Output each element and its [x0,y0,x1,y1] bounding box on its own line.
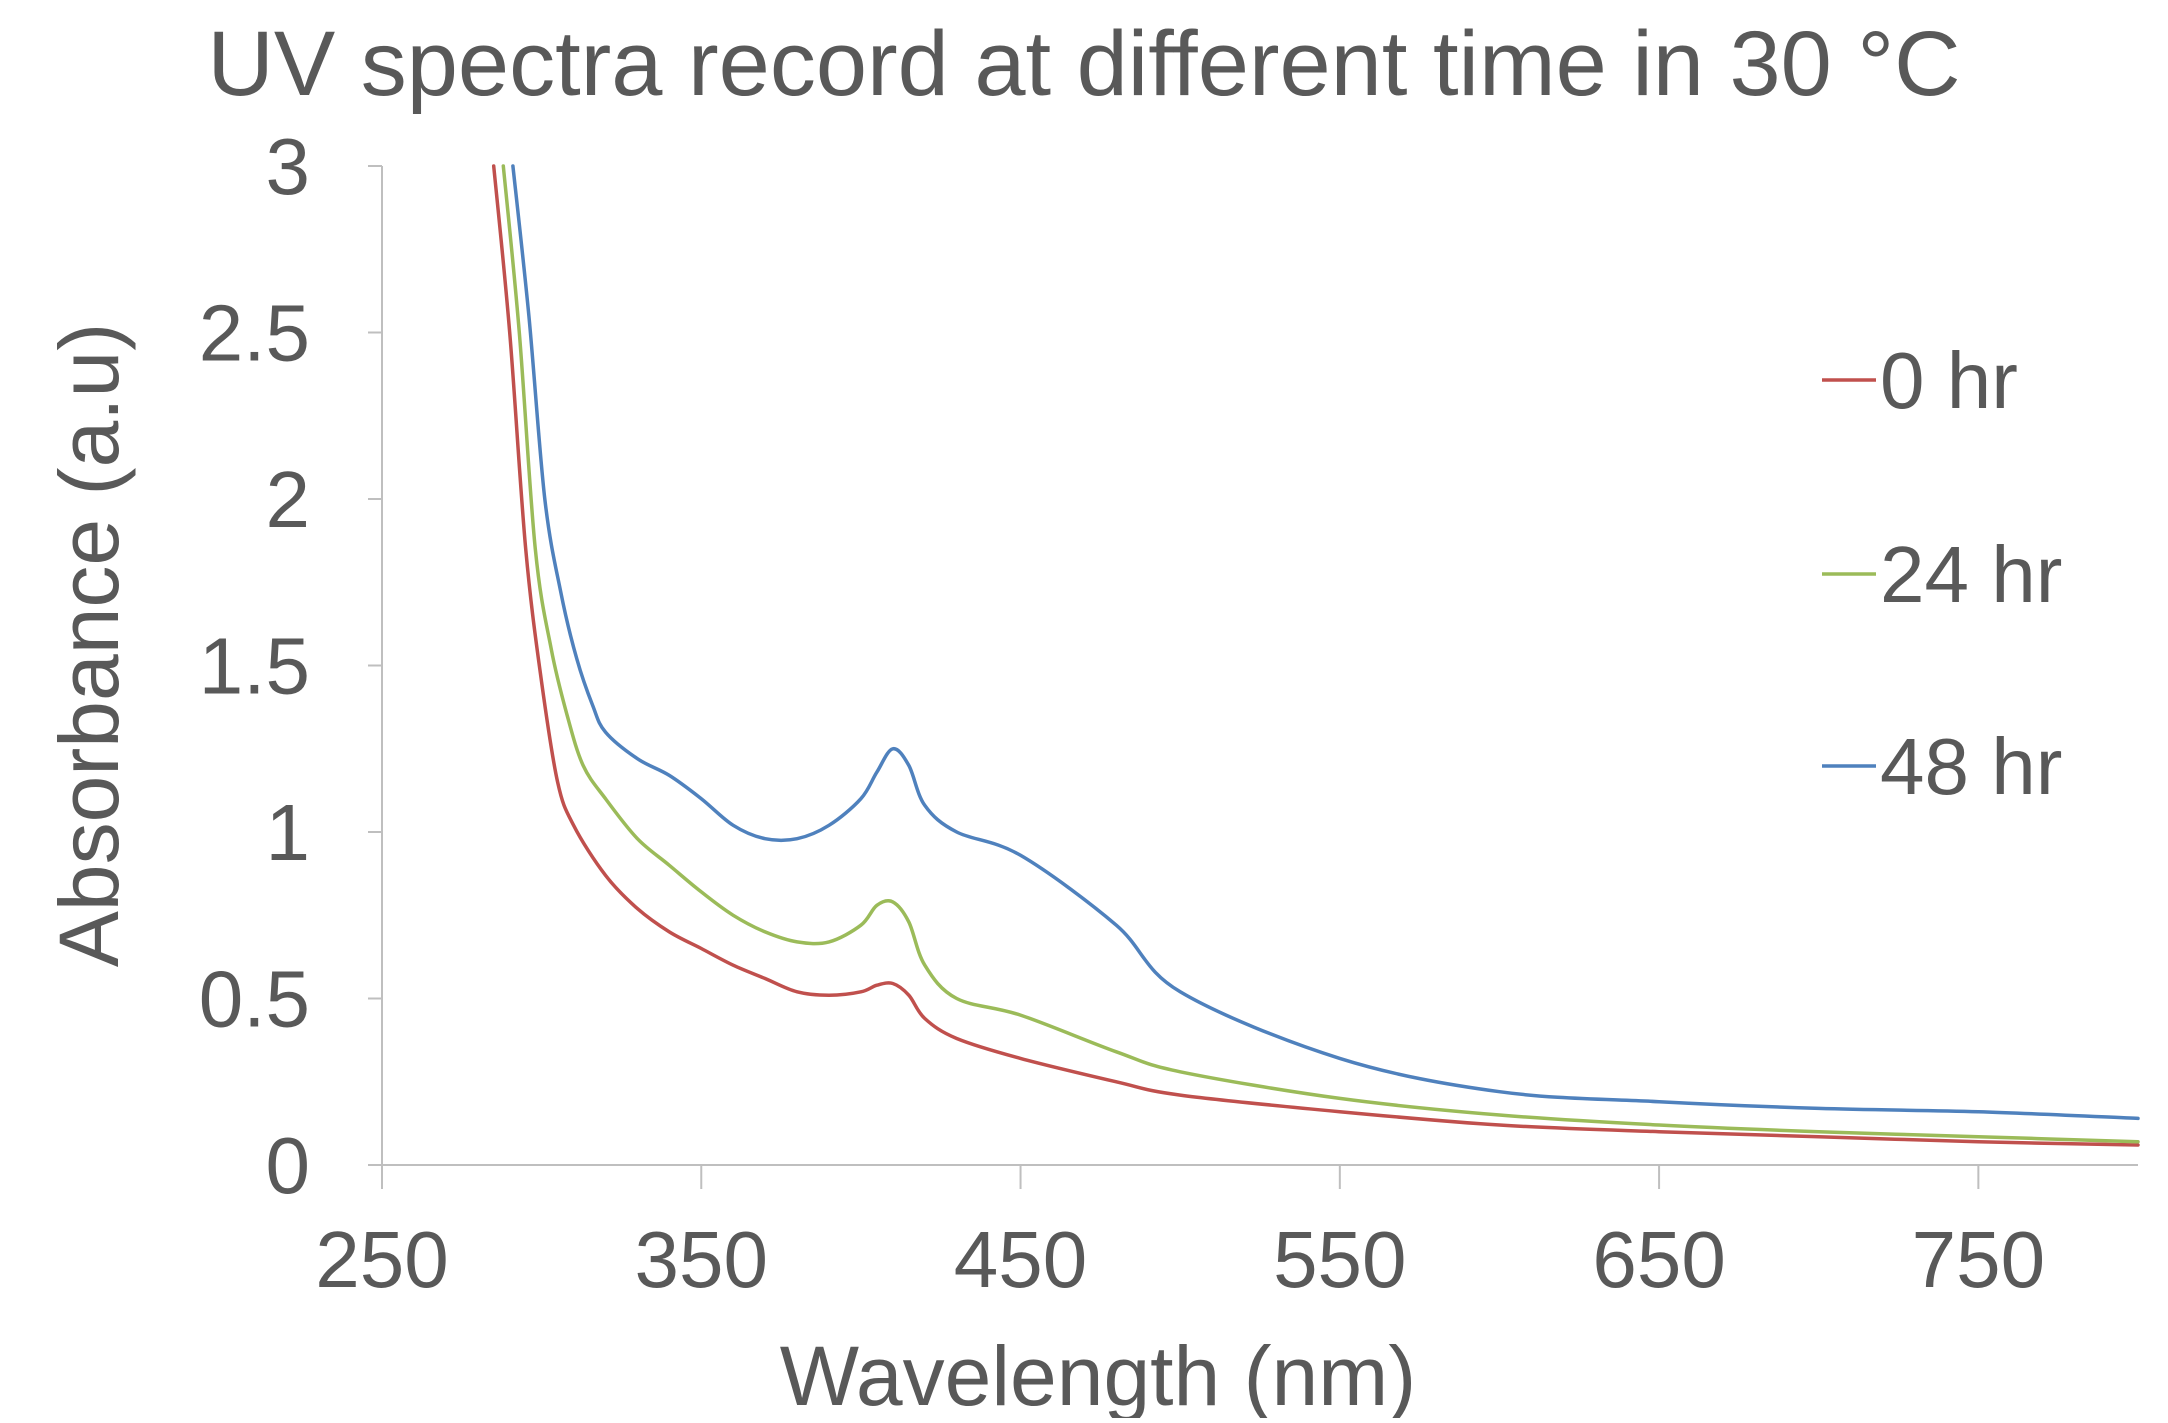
tick-labels: 0 0.5 1 1.5 2 2.5 3 250 350 450 550 650 750 [199,122,2045,1304]
x-tick-label: 350 [635,1215,768,1304]
y-tick-label: 0.5 [199,955,310,1044]
y-tick-label: 3 [266,122,311,211]
series-line-48-hr [511,164,2140,1121]
x-tick-label: 750 [1912,1215,2045,1304]
y-tick-label: 1.5 [199,622,310,711]
series-line-24-hr [501,164,2140,1144]
series-line-0-hr [491,164,2140,1147]
y-tick-label: 2.5 [199,289,310,378]
x-tick-label: 650 [1592,1215,1725,1304]
series-layer [491,164,2140,1147]
y-tick-label: 0 [266,1121,311,1210]
x-tick-label: 450 [954,1215,1087,1304]
legend-label: 0 hr [1880,336,2018,425]
y-tick-label: 2 [266,455,311,544]
legend: 0 hr 24 hr 48 hr [1822,336,2062,811]
y-tick-label: 1 [266,788,311,877]
y-axis-title: Absorbance (a.u) [42,323,136,967]
chart-title: UV spectra record at different time in 3… [207,13,1960,115]
axes [368,165,2138,1189]
x-tick-label: 250 [315,1215,448,1304]
x-tick-label: 550 [1273,1215,1406,1304]
x-axis-title: Wavelength (nm) [780,1329,1416,1418]
legend-label: 48 hr [1880,722,2062,811]
legend-label: 24 hr [1880,530,2062,619]
